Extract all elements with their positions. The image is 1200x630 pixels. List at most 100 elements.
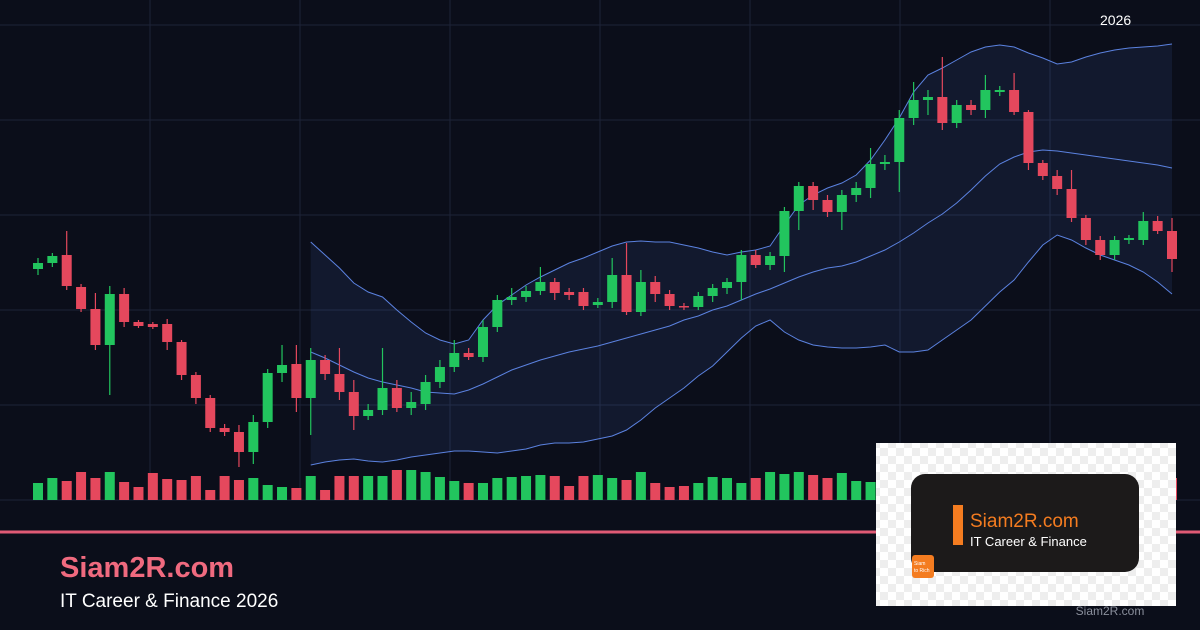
year-label: 2026 <box>1100 12 1131 28</box>
volume-bar <box>779 474 790 500</box>
candle-body <box>564 292 575 295</box>
volume-bar <box>363 476 374 500</box>
logo-badge <box>912 555 934 578</box>
chart-subtitle: IT Career & Finance 2026 <box>60 591 278 612</box>
candle-body <box>363 410 374 416</box>
candle-body <box>406 402 417 408</box>
volume-bar <box>463 483 474 500</box>
volume-bar <box>147 473 158 500</box>
volume-bar <box>377 476 388 500</box>
candle-body <box>966 105 977 110</box>
watermark: Siam2R.com <box>1076 604 1145 618</box>
candle-body <box>1009 90 1020 112</box>
candle-body <box>47 256 58 263</box>
candle-body <box>650 282 661 294</box>
volume-bar <box>650 483 661 500</box>
candle-body <box>865 164 876 188</box>
candle-body <box>391 388 402 408</box>
candle-body <box>592 302 603 305</box>
logo-panel <box>911 474 1139 572</box>
candle-body <box>836 195 847 212</box>
band-lower <box>310 234 1173 466</box>
candle-body <box>664 294 675 306</box>
candle-body <box>678 306 689 308</box>
candle-body <box>61 255 72 286</box>
candle-body <box>262 373 273 422</box>
candle-body <box>176 342 187 375</box>
candle-body <box>578 292 589 306</box>
candle-body <box>506 297 517 300</box>
volume-bar <box>47 478 58 500</box>
volume-bar <box>248 478 259 500</box>
logo-tagline: IT Career & Finance <box>970 534 1087 549</box>
volume-bar <box>851 481 862 500</box>
volume-bar <box>133 487 144 500</box>
plot <box>33 43 1177 500</box>
candle-body <box>190 375 201 398</box>
volume-bar <box>233 480 244 500</box>
candle-body <box>90 309 101 345</box>
candle-body <box>535 282 546 291</box>
volume-bar <box>722 478 733 500</box>
volume-bar <box>535 475 546 500</box>
volume-bar <box>477 483 488 500</box>
candle-body <box>621 275 632 312</box>
candle-body <box>1037 163 1048 176</box>
volume-bar <box>119 482 130 500</box>
volume-bar <box>406 470 417 500</box>
candle-body <box>822 200 833 212</box>
candle-body <box>607 275 618 302</box>
candle-body <box>922 97 933 100</box>
volume-bar <box>320 490 331 500</box>
candle-body <box>1167 231 1177 259</box>
volume-bar <box>492 478 503 500</box>
candle-body <box>908 100 919 118</box>
candle-body <box>793 186 804 211</box>
candle-body <box>1023 112 1034 163</box>
candle-body <box>693 296 704 307</box>
logo-accent <box>953 505 963 545</box>
volume-bar <box>176 480 187 500</box>
volume-bar <box>592 475 603 500</box>
candle-body <box>219 428 230 432</box>
candle-body <box>521 291 532 297</box>
candle-body <box>549 282 560 293</box>
candle-body <box>1066 189 1077 218</box>
volume-bar <box>334 476 345 500</box>
volume-bar <box>90 478 101 500</box>
volume-bar <box>420 472 431 500</box>
candle-body <box>492 300 503 327</box>
volume-bar <box>836 473 847 500</box>
candle-body <box>377 388 388 410</box>
volume-bar <box>104 472 115 500</box>
candle-body <box>334 374 345 392</box>
candle-body <box>1123 238 1134 240</box>
volume-bar <box>76 472 87 500</box>
chart-title: Siam2R.com <box>60 552 234 584</box>
candle-body <box>1080 218 1091 240</box>
volume-bar <box>564 486 575 500</box>
logo-name: Siam2R.com <box>970 511 1079 532</box>
volume-bar <box>33 483 43 500</box>
volume-bar <box>348 476 359 500</box>
candle-body <box>951 105 962 123</box>
candle-body <box>879 162 890 164</box>
candle-body <box>1095 240 1106 255</box>
candle-body <box>248 422 259 452</box>
candle-body <box>147 324 158 327</box>
candle-body <box>104 294 115 345</box>
volume-bar <box>678 486 689 500</box>
volume-bar <box>607 478 618 500</box>
candle-body <box>722 282 733 288</box>
candle-body <box>463 353 474 357</box>
candle-body <box>233 432 244 452</box>
candle-body <box>420 382 431 404</box>
logo-badge-text: to Rich <box>914 568 930 574</box>
volume-bar <box>693 483 704 500</box>
volume-bar <box>434 477 445 500</box>
volume-bar <box>707 477 718 500</box>
volume-bar <box>391 470 402 500</box>
volume-bar <box>61 481 72 500</box>
volume-bar <box>277 487 288 500</box>
candle-body <box>449 353 460 367</box>
